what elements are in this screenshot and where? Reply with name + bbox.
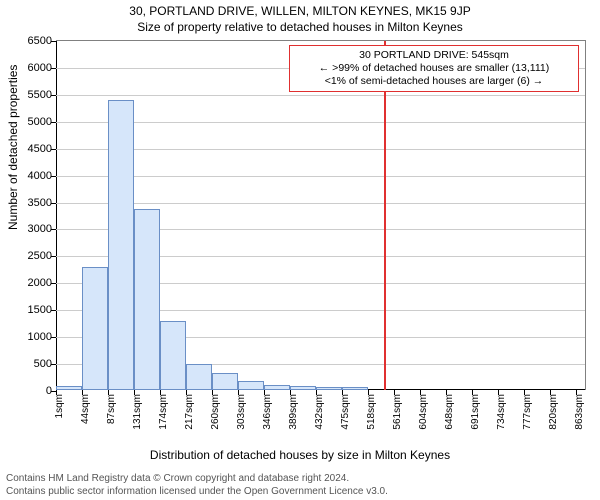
y-tick-mark bbox=[51, 256, 56, 257]
footer-attribution: Contains HM Land Registry data © Crown c… bbox=[6, 473, 388, 498]
x-tick-label: 346sqm bbox=[262, 394, 273, 430]
x-tick-label: 217sqm bbox=[184, 394, 195, 430]
y-tick-mark bbox=[51, 176, 56, 177]
x-tick-label: 389sqm bbox=[288, 394, 299, 430]
histogram-bar bbox=[264, 385, 290, 390]
x-tick-label: 475sqm bbox=[340, 394, 351, 430]
x-tick-label: 303sqm bbox=[236, 394, 247, 430]
figure-container: 30, PORTLAND DRIVE, WILLEN, MILTON KEYNE… bbox=[0, 0, 600, 500]
footer-line-1: Contains HM Land Registry data © Crown c… bbox=[6, 473, 388, 486]
x-axis-label: Distribution of detached houses by size … bbox=[0, 448, 600, 462]
x-tick-label: 1sqm bbox=[54, 394, 65, 418]
gridline bbox=[56, 122, 585, 123]
histogram-bar bbox=[56, 386, 82, 390]
histogram-bar bbox=[212, 373, 238, 390]
x-tick-label: 518sqm bbox=[366, 394, 377, 430]
histogram-bar bbox=[290, 386, 316, 390]
x-tick-label: 260sqm bbox=[210, 394, 221, 430]
y-tick-mark bbox=[51, 203, 56, 204]
y-tick-mark bbox=[51, 310, 56, 311]
x-tick-label: 691sqm bbox=[470, 394, 481, 430]
histogram-bar bbox=[342, 387, 368, 390]
x-tick-label: 820sqm bbox=[548, 394, 559, 430]
x-tick-label: 604sqm bbox=[418, 394, 429, 430]
title-subtitle: Size of property relative to detached ho… bbox=[0, 20, 600, 34]
y-tick-mark bbox=[51, 283, 56, 284]
x-tick-label: 648sqm bbox=[444, 394, 455, 430]
histogram-bar bbox=[82, 267, 108, 390]
reference-line bbox=[384, 41, 386, 390]
annotation-box: 30 PORTLAND DRIVE: 545sqm← >99% of detac… bbox=[289, 45, 579, 92]
y-tick-mark bbox=[51, 41, 56, 42]
y-tick-mark bbox=[51, 95, 56, 96]
gridline bbox=[56, 149, 585, 150]
y-tick-mark bbox=[51, 229, 56, 230]
x-tick-label: 863sqm bbox=[574, 394, 585, 430]
y-tick-mark bbox=[51, 149, 56, 150]
x-tick-label: 44sqm bbox=[80, 394, 91, 424]
y-tick-mark bbox=[51, 337, 56, 338]
histogram-bar bbox=[238, 381, 264, 390]
histogram-bar bbox=[316, 387, 342, 390]
histogram-bar bbox=[134, 209, 160, 390]
histogram-bar bbox=[108, 100, 134, 390]
plot-area: 0500100015002000250030003500400045005000… bbox=[56, 40, 586, 390]
y-axis-label: Number of detached properties bbox=[6, 65, 20, 230]
gridline bbox=[56, 176, 585, 177]
y-tick-mark bbox=[51, 364, 56, 365]
x-tick-label: 432sqm bbox=[314, 394, 325, 430]
annotation-line: 30 PORTLAND DRIVE: 545sqm bbox=[296, 49, 572, 62]
x-tick-label: 561sqm bbox=[392, 394, 403, 430]
x-tick-label: 734sqm bbox=[496, 394, 507, 430]
x-tick-label: 174sqm bbox=[158, 394, 169, 430]
histogram-bar bbox=[160, 321, 186, 390]
x-tick-label: 777sqm bbox=[522, 394, 533, 430]
y-tick-mark bbox=[51, 68, 56, 69]
gridline bbox=[56, 95, 585, 96]
gridline bbox=[56, 203, 585, 204]
title-address: 30, PORTLAND DRIVE, WILLEN, MILTON KEYNE… bbox=[0, 4, 600, 18]
histogram-bar bbox=[186, 364, 212, 390]
annotation-line: ← >99% of detached houses are smaller (1… bbox=[296, 62, 572, 75]
footer-line-2: Contains public sector information licen… bbox=[6, 486, 388, 499]
annotation-line: <1% of semi-detached houses are larger (… bbox=[296, 75, 572, 88]
x-tick-label: 87sqm bbox=[106, 394, 117, 424]
y-tick-mark bbox=[51, 122, 56, 123]
x-tick-label: 131sqm bbox=[132, 394, 143, 430]
